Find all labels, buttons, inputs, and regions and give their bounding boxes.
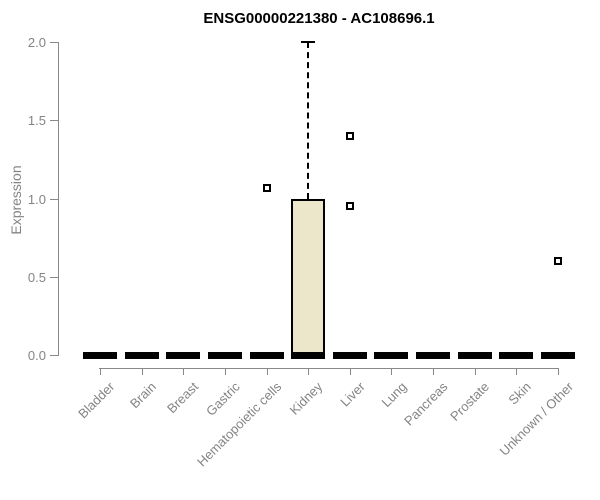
x-axis-tick bbox=[391, 368, 393, 375]
median-line bbox=[374, 351, 409, 359]
y-axis-tick bbox=[50, 355, 58, 356]
x-axis-tick bbox=[558, 368, 560, 375]
y-axis-tick-label: 1.5 bbox=[27, 113, 46, 129]
outlier-point bbox=[345, 202, 354, 211]
outlier-point bbox=[345, 131, 354, 140]
y-axis-tick-label: 0.0 bbox=[27, 348, 46, 363]
x-axis-tick bbox=[474, 368, 476, 375]
y-axis-tick bbox=[50, 120, 58, 122]
x-axis-category-label: Skin bbox=[505, 379, 535, 408]
x-axis-tick bbox=[224, 368, 226, 375]
y-axis-tick bbox=[50, 42, 58, 43]
x-axis-line bbox=[99, 368, 560, 369]
x-axis-category-label: Liver bbox=[336, 379, 368, 410]
x-axis-category-label: Prostate bbox=[447, 379, 493, 424]
y-axis-line bbox=[58, 42, 59, 356]
x-axis-category-label: Unknown / Other bbox=[496, 379, 576, 459]
y-axis-tick bbox=[50, 276, 58, 278]
median-line bbox=[541, 351, 576, 359]
outlier-point bbox=[262, 183, 271, 192]
x-axis-category-label: Pancreas bbox=[401, 379, 451, 429]
y-axis-tick bbox=[50, 198, 58, 200]
box-body bbox=[291, 198, 326, 355]
x-axis-tick bbox=[308, 368, 310, 375]
x-axis-category-label: Brain bbox=[127, 379, 160, 412]
median-line bbox=[416, 351, 451, 359]
x-axis-tick bbox=[433, 368, 435, 375]
x-axis-tick bbox=[516, 368, 518, 375]
x-axis-tick bbox=[349, 368, 351, 375]
whisker-line bbox=[307, 42, 310, 199]
chart-title: ENSG00000221380 - AC108696.1 bbox=[203, 10, 435, 27]
x-axis-category-label: Lung bbox=[378, 379, 410, 411]
median-line bbox=[83, 351, 117, 359]
median-line bbox=[457, 351, 492, 359]
x-axis-category-label: Bladder bbox=[75, 379, 118, 422]
x-axis-category-label: Breast bbox=[163, 379, 201, 417]
x-axis-tick bbox=[183, 368, 185, 375]
whisker-cap bbox=[301, 41, 316, 43]
median-line bbox=[249, 351, 284, 359]
median-line bbox=[207, 351, 242, 359]
y-axis-tick-label: 2.0 bbox=[27, 35, 46, 50]
median-line bbox=[291, 351, 326, 359]
y-axis-tick-label: 1.0 bbox=[27, 191, 46, 207]
x-axis-category-label: Gastric bbox=[202, 379, 243, 419]
median-line bbox=[124, 351, 159, 359]
median-line bbox=[499, 351, 534, 359]
median-line bbox=[166, 351, 201, 359]
median-line bbox=[332, 351, 367, 359]
x-axis-tick bbox=[141, 368, 143, 375]
x-axis-tick bbox=[266, 368, 268, 375]
x-axis-category-label: Kidney bbox=[287, 379, 326, 418]
x-axis-tick bbox=[100, 368, 101, 375]
outlier-point bbox=[554, 257, 563, 266]
y-axis-tick-label: 0.5 bbox=[27, 269, 46, 285]
